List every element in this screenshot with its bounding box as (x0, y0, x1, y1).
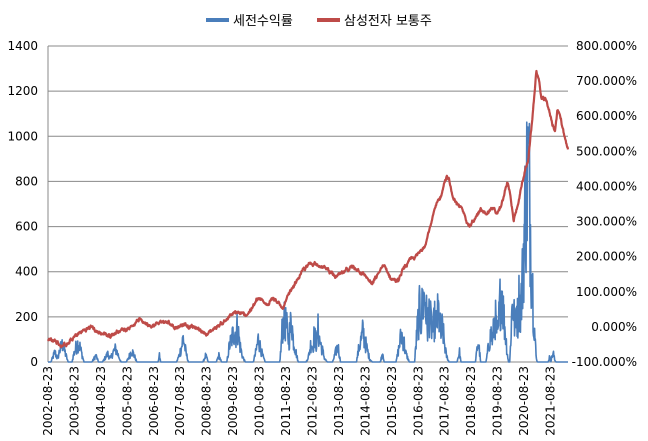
left-y-tick-label: 1000 (7, 129, 38, 143)
x-tick-label: 2016-08-23 (411, 366, 425, 436)
x-tick-label: 2019-08-23 (491, 366, 505, 436)
left-y-tick-label: 1200 (7, 84, 38, 98)
right-y-axis: -100.000% 0.000% 100.000% 200.000% 300.000% 4… (572, 39, 637, 369)
x-tick-label: 2002-08-23 (41, 366, 55, 436)
x-tick-label: 2005-08-23 (120, 366, 134, 436)
series-samsung-common (46, 69, 570, 349)
x-tick-label: 2020-08-23 (517, 366, 531, 436)
right-y-tick-label: 300.000% (576, 215, 637, 229)
right-y-tick-label: 600.000% (576, 109, 637, 123)
left-y-tick-label: 200 (15, 310, 38, 324)
x-tick-label: 2008-08-23 (200, 366, 214, 436)
left-y-tick-label: 1400 (7, 39, 38, 53)
legend-label-pretax-return: 세전수익률 (233, 14, 293, 29)
right-y-tick-label: 400.000% (576, 179, 637, 193)
left-y-tick-label: 800 (15, 174, 38, 188)
x-tick-label: 2013-08-23 (332, 366, 346, 436)
left-y-axis: 0 200 400 600 800 1000 1200 1400 (7, 39, 38, 369)
left-y-tick-label: 0 (30, 355, 38, 369)
right-y-tick-label: 200.000% (576, 250, 637, 264)
right-y-tick-label: 500.000% (576, 144, 637, 158)
x-tick-label: 2012-08-23 (306, 366, 320, 436)
x-tick-label: 2003-08-23 (67, 366, 81, 436)
legend: 세전수익률 삼성전자 보통주 (206, 14, 432, 29)
x-tick-label: 2010-08-23 (253, 366, 267, 436)
x-tick-label: 2007-08-23 (173, 366, 187, 436)
right-y-tick-label: 700.000% (576, 74, 637, 88)
x-tick-label: 2004-08-23 (94, 366, 108, 436)
x-tick-label: 2015-08-23 (385, 366, 399, 436)
gridlines (48, 45, 568, 363)
x-tick-label: 2011-08-23 (279, 366, 293, 436)
x-tick-label: 2017-08-23 (438, 366, 452, 436)
x-tick-label: 2006-08-23 (147, 366, 161, 436)
x-tick-label: 2018-08-23 (464, 366, 478, 436)
x-tick-label: 2009-08-23 (226, 366, 240, 436)
right-y-tick-label: 800.000% (576, 39, 637, 53)
left-y-tick-label: 400 (15, 265, 38, 279)
left-y-tick-label: 600 (15, 220, 38, 234)
right-y-tick-label: -100.000% (572, 355, 637, 369)
line-samsung-common (46, 69, 570, 349)
right-y-tick-label: 100.000% (576, 285, 637, 299)
series-pretax-return (47, 121, 569, 363)
right-y-tick-label: 0.000% (591, 320, 637, 334)
legend-label-samsung: 삼성전자 보통주 (344, 14, 432, 29)
x-tick-label: 2021-08-23 (544, 366, 558, 436)
x-tick-label: 2014-08-23 (358, 366, 372, 436)
line-pretax-return (47, 121, 569, 363)
x-axis: 2002-08-23 2003-08-23 2004-08-23 2005-08-23… (41, 366, 558, 436)
